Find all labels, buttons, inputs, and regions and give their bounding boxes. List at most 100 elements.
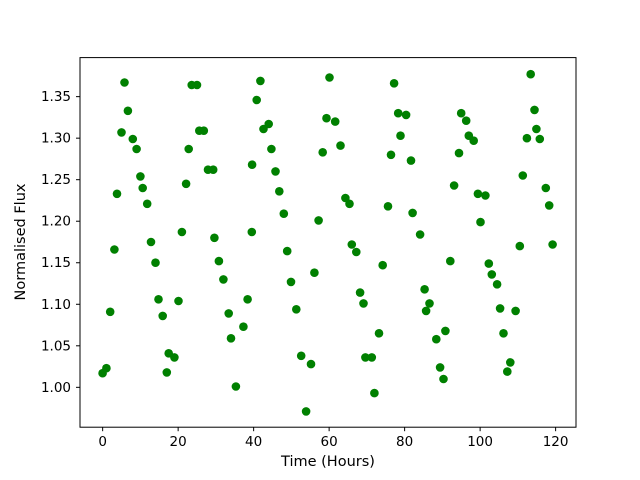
- x-axis-label: Time (Hours): [280, 454, 375, 470]
- x-tick-label: 40: [245, 434, 262, 450]
- data-point: [275, 187, 284, 196]
- data-point: [325, 73, 334, 82]
- data-point: [123, 106, 133, 116]
- data-point: [518, 171, 528, 180]
- data-point: [102, 363, 111, 373]
- data-point: [415, 230, 425, 239]
- data-point: [105, 307, 115, 317]
- data-point: [441, 326, 450, 336]
- x-tick-label: 20: [170, 434, 187, 450]
- data-point: [192, 80, 202, 90]
- data-point: [117, 128, 126, 137]
- data-point: [267, 144, 276, 154]
- data-point: [473, 189, 483, 199]
- data-point: [345, 199, 354, 209]
- data-point: [224, 309, 233, 318]
- data-point: [296, 351, 306, 361]
- data-point: [456, 108, 466, 118]
- data-point: [367, 353, 377, 362]
- data-point: [128, 134, 138, 144]
- y-tick-label: 1.25: [41, 172, 71, 188]
- data-point: [336, 141, 345, 150]
- data-point: [408, 208, 417, 218]
- data-point: [181, 179, 191, 189]
- y-axis-ticks: 1.00 1.05 1.10 1.15 1.20 1.25 1.30 1.35: [41, 89, 80, 396]
- data-point: [386, 150, 396, 160]
- x-tick-label: 100: [467, 434, 493, 450]
- data-point: [370, 388, 379, 398]
- x-axis-ticks: 0 20 40 60 80 100 120: [98, 427, 569, 450]
- data-point: [378, 260, 388, 270]
- data-point: [406, 156, 416, 165]
- data-point: [247, 160, 257, 169]
- data-point: [492, 280, 502, 289]
- data-point: [154, 295, 163, 304]
- data-point: [389, 79, 399, 88]
- data-point: [247, 227, 257, 237]
- data-point: [264, 119, 274, 129]
- y-tick-label: 1.10: [41, 297, 71, 313]
- data-point: [322, 113, 331, 123]
- y-axis-label: Normalised Flux: [13, 183, 29, 300]
- data-point: [526, 69, 535, 79]
- data-point: [170, 353, 179, 362]
- data-point: [361, 353, 370, 362]
- data-point: [515, 241, 525, 251]
- data-point: [177, 227, 187, 237]
- data-point: [359, 299, 368, 308]
- data-point: [495, 304, 505, 313]
- data-point: [199, 126, 209, 135]
- data-point: [252, 95, 261, 105]
- data-point: [544, 201, 554, 210]
- data-point: [301, 407, 311, 416]
- data-point: [330, 117, 340, 126]
- x-tick-label: 60: [321, 434, 338, 450]
- data-point: [522, 133, 532, 143]
- data-point: [432, 334, 441, 344]
- data-point: [454, 148, 464, 158]
- y-tick-label: 1.30: [41, 131, 71, 147]
- data-point: [469, 136, 479, 145]
- data-point: [112, 189, 122, 199]
- data-point: [347, 240, 357, 249]
- data-point: [120, 78, 129, 87]
- data-point: [401, 110, 411, 120]
- data-point: [310, 268, 319, 278]
- data-point: [142, 199, 152, 209]
- data-point: [231, 382, 241, 391]
- data-point: [226, 334, 236, 343]
- data-point: [461, 116, 471, 125]
- data-point: [110, 245, 119, 254]
- data-point: [446, 256, 455, 266]
- data-point: [541, 183, 551, 193]
- y-tick-label: 1.35: [41, 89, 71, 105]
- data-point: [239, 322, 248, 332]
- data-point: [425, 299, 434, 308]
- data-point: [219, 275, 228, 284]
- y-tick-label: 1.15: [41, 255, 71, 271]
- data-point: [499, 329, 508, 338]
- data-point: [374, 329, 384, 338]
- y-tick-label: 1.20: [41, 214, 71, 230]
- data-point: [271, 167, 280, 176]
- data-point: [162, 368, 172, 377]
- y-tick-label: 1.00: [41, 380, 71, 396]
- data-point: [318, 148, 328, 157]
- data-point: [503, 367, 512, 376]
- data-point: [352, 247, 361, 257]
- data-point: [511, 306, 520, 316]
- data-point: [136, 172, 145, 181]
- data-point: [208, 165, 218, 174]
- data-point: [279, 209, 289, 218]
- data-point: [146, 237, 156, 247]
- data-point: [532, 124, 541, 134]
- data-point: [306, 359, 316, 369]
- data-point: [314, 216, 323, 225]
- data-point: [132, 144, 141, 154]
- data-points: [98, 69, 557, 416]
- data-point: [282, 246, 292, 256]
- data-point: [210, 233, 219, 243]
- data-point: [530, 105, 539, 115]
- data-point: [548, 240, 557, 249]
